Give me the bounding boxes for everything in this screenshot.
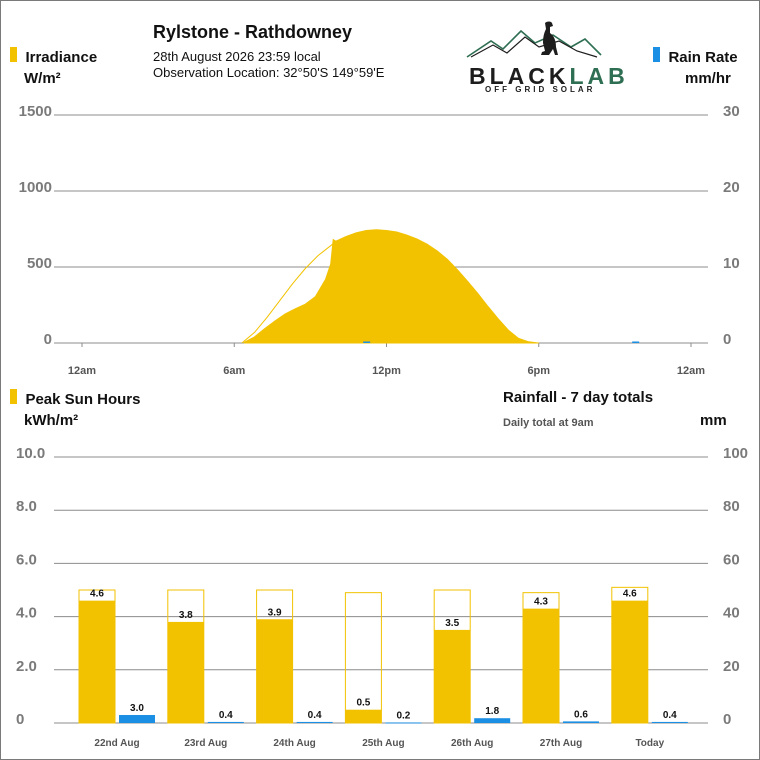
irradiance-y-tick-label: 1000 (19, 179, 52, 196)
dog-on-mountains-logo-icon (466, 21, 602, 58)
category-label: 22nd Aug (94, 738, 139, 749)
x-tick-label: 12am (677, 365, 705, 377)
sun-hours-bar (611, 600, 648, 723)
x-tick-label: 12am (68, 365, 96, 377)
rain-rate-legend-label: Rain Rate (668, 49, 738, 66)
sun-hours-y-tick-label: 10.0 (16, 445, 45, 462)
irradiance-swatch (10, 47, 17, 62)
rainfall-bar (563, 721, 599, 723)
station-title: Rylstone - Rathdowney (153, 22, 353, 42)
sun-hours-bar-label: 4.3 (534, 597, 548, 608)
sun-hours-y-tick-label: 0 (16, 711, 24, 728)
sun-hours-bar (167, 621, 204, 723)
x-tick-label: 6am (223, 365, 245, 377)
sun-hours-bar-label: 3.5 (445, 618, 459, 629)
sun-hours-y-tick-label: 4.0 (16, 605, 37, 622)
logo-wordmark: BLACKLAB (469, 63, 629, 90)
rain-rate-y-tick-label: 20 (723, 179, 740, 196)
blacklab-logo: BLACKLAB OFF GRID SOLAR (463, 17, 625, 95)
rainfall-note: Daily total at 9am (503, 417, 594, 429)
rainfall-bar-label: 0.6 (574, 709, 588, 720)
rain-rate-y-tick-label: 30 (723, 103, 740, 120)
rainfall-bar (119, 715, 155, 723)
irradiance-legend-label: Irradiance (25, 49, 98, 66)
category-label: 26th Aug (451, 738, 493, 749)
peak-sun-hours-swatch (10, 389, 17, 404)
rainfall-y-tick-label: 80 (723, 498, 740, 515)
peak-sun-hours-unit: kWh/m² (24, 412, 79, 429)
irradiance-chart: 0 0 500 10 1000 20 1500 30 12am 6am 12pm 6pm 12am (19, 103, 740, 377)
rainfall-bar-label: 0.4 (308, 710, 322, 721)
irradiance-y-tick-label: 0 (44, 331, 52, 348)
clear-sky-envelope-line (241, 240, 337, 344)
rainfall-bar-label: 0.4 (219, 710, 233, 721)
category-label: 25th Aug (362, 738, 404, 749)
report-datetime: 28th August 2026 23:59 local (153, 49, 321, 64)
sun-hours-bar-label: 3.8 (179, 610, 193, 621)
rainfall-bar (651, 721, 688, 723)
rain-rate-swatch (653, 47, 660, 62)
logo-word-black: BLACK (469, 63, 570, 89)
sun-hours-y-tick-label: 6.0 (16, 551, 37, 568)
sun-hours-y-tick-label: 2.0 (16, 658, 37, 675)
rainfall-bar (296, 721, 333, 723)
logo-tagline: OFF GRID SOLAR (485, 85, 596, 94)
irradiance-legend: Irradiance (10, 47, 97, 67)
category-label: 27th Aug (540, 738, 582, 749)
peak-sun-hours-legend-label: Peak Sun Hours (25, 391, 141, 408)
rain-rate-mark (632, 341, 640, 343)
observation-location: Observation Location: 32°50'S 149°59'E (153, 65, 385, 80)
rain-rate-mark (363, 341, 371, 343)
irradiance-y-tick-label: 500 (27, 255, 52, 272)
x-tick-label: 12pm (372, 365, 401, 377)
sun-hours-bar (345, 709, 382, 723)
sun-hours-bar (523, 608, 559, 723)
peak-sun-hours-legend: Peak Sun Hours (10, 389, 141, 409)
rainfall-y-tick-label: 100 (723, 445, 748, 462)
irradiance-area (243, 229, 539, 344)
x-tick-label: 6pm (527, 365, 550, 377)
rain-rate-y-tick-label: 0 (723, 331, 731, 348)
category-label: 24th Aug (273, 738, 315, 749)
rainfall-y-tick-label: 40 (723, 605, 740, 622)
sun-hours-bar-label: 3.9 (268, 607, 282, 618)
rain-rate-unit: mm/hr (685, 70, 731, 87)
rainfall-bar-label: 3.0 (130, 703, 144, 714)
category-label: 23rd Aug (184, 738, 227, 749)
irradiance-unit: W/m² (24, 70, 61, 87)
rainfall-y-tick-label: 0 (723, 711, 731, 728)
sun-hours-bar (79, 600, 115, 723)
sun-hours-chart: 0 0 2.0 20 4.0 40 6.0 60 8.0 80 10.0 100 4.6 3.0 22nd … (16, 445, 748, 749)
rainfall-legend-label: Rainfall - 7 day totals (503, 389, 654, 406)
rain-rate-y-tick-label: 10 (723, 255, 740, 272)
irradiance-y-tick-label: 1500 (19, 103, 52, 120)
sun-hours-bar (434, 629, 471, 723)
rainfall-bar (385, 722, 422, 724)
category-label: Today (635, 738, 664, 749)
logo-word-lab: LAB (569, 63, 629, 89)
rainfall-bar (474, 718, 511, 723)
sun-hours-bar (256, 619, 293, 723)
sun-hours-bar-label: 4.6 (90, 589, 104, 600)
rainfall-unit: mm (700, 412, 727, 429)
sun-hours-bar-label: 4.6 (623, 589, 637, 600)
rainfall-bar-label: 1.8 (485, 706, 499, 717)
sun-hours-bar-label: 0.5 (356, 698, 370, 709)
rainfall-bar-label: 0.2 (396, 710, 410, 721)
rain-rate-legend: Rain Rate (653, 47, 738, 67)
rainfall-y-tick-label: 60 (723, 551, 740, 568)
sun-hours-y-tick-label: 8.0 (16, 498, 37, 515)
rainfall-y-tick-label: 20 (723, 658, 740, 675)
rainfall-bar (207, 721, 244, 723)
rainfall-bar-label: 0.4 (663, 710, 677, 721)
